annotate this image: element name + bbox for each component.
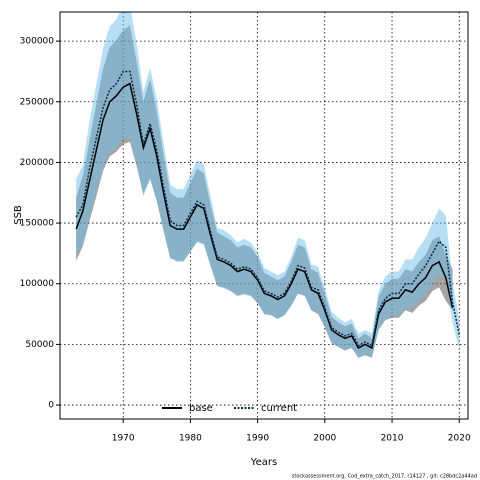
y-tick-label: 100000 (20, 279, 55, 289)
y-tick-label: 300000 (20, 37, 55, 47)
x-tick-label: 1990 (246, 434, 269, 444)
y-axis-label: SSB (13, 205, 24, 225)
series-line (75, 82, 454, 350)
footnote: stockassessment.org, Cod_extra_catch_201… (292, 474, 477, 480)
legend-label: base (189, 403, 213, 414)
y-tick-label: 200000 (20, 158, 55, 168)
x-tick-label: 1980 (179, 434, 202, 444)
x-tick-label: 2020 (448, 434, 471, 444)
confidence-band (76, 12, 460, 358)
series-line (75, 70, 460, 347)
y-tick-label: 0 (48, 401, 54, 411)
x-tick-label: 2000 (313, 434, 336, 444)
y-tick-label: 50000 (25, 340, 54, 350)
y-tick-label: 250000 (20, 97, 55, 107)
y-tick-label: 150000 (20, 219, 55, 229)
plot-frame (59, 11, 469, 420)
x-tick-label: 1970 (112, 434, 135, 444)
x-axis-label: Years (250, 457, 277, 468)
x-tick-label: 2010 (381, 434, 404, 444)
legend-label: current (261, 403, 297, 414)
plot (75, 12, 460, 358)
